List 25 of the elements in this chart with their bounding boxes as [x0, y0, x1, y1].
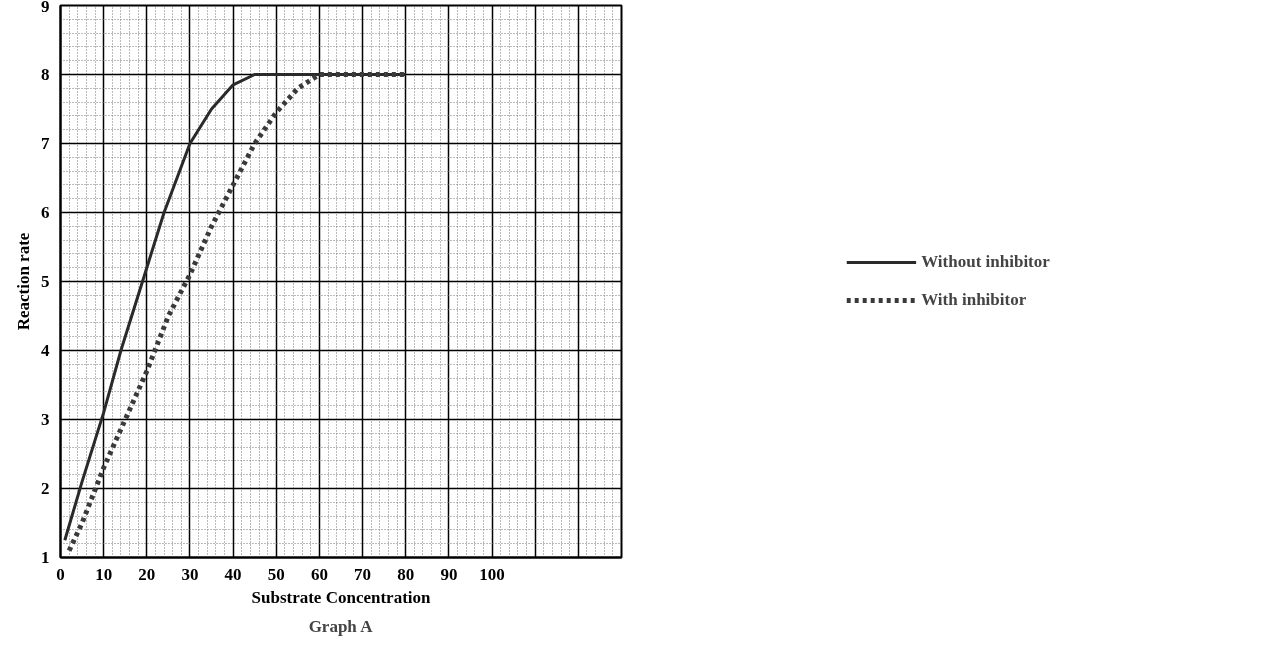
y-tick-label: 1	[41, 548, 50, 567]
x-tick-label: 90	[440, 564, 458, 584]
x-tick-label: 10	[95, 564, 113, 584]
legend-label: Without inhibitor	[921, 252, 1050, 272]
legend-label: With inhibitor	[921, 290, 1027, 310]
x-axis-title: Substrate Concentration	[251, 587, 432, 607]
text: Graph A	[308, 616, 374, 636]
y-tick-label: 6	[41, 203, 50, 222]
x-tick-label: 0	[56, 564, 65, 584]
x-tick-label: 70	[354, 564, 372, 584]
x-tick-label: 60	[310, 564, 328, 584]
x-tick-label: 80	[397, 564, 415, 584]
y-tick-label: 7	[41, 134, 50, 153]
x-tick-label: 30	[181, 564, 199, 584]
y-tick-label: 4	[41, 341, 50, 360]
y-tick-label: 2	[41, 479, 50, 498]
x-tick-label: 20	[138, 564, 156, 584]
x-tick-label: 100	[479, 564, 505, 584]
x-tick-label: 40	[224, 564, 242, 584]
y-tick-label: 5	[41, 272, 50, 291]
y-axis-title: Reaction rate	[14, 232, 33, 331]
x-tick-label: 50	[267, 564, 285, 584]
y-tick-label: 8	[41, 65, 50, 84]
y-tick-label: 3	[41, 410, 50, 429]
y-tick-label: 9	[41, 0, 50, 16]
